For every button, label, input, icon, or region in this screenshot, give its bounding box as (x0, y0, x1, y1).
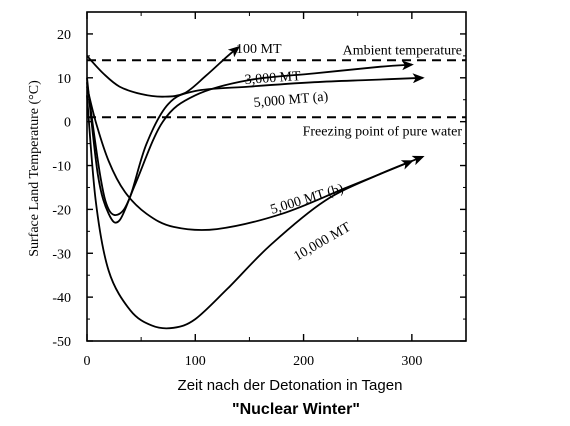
x-tick-label: 300 (401, 354, 422, 369)
x-tick-label: 100 (185, 354, 206, 369)
y-tick-label: 0 (64, 116, 71, 131)
y-tick-label: -40 (52, 291, 71, 306)
y-tick-label: -20 (52, 203, 71, 218)
ambient-temperature-label: Ambient temperature (343, 43, 462, 58)
series-10000mt-line (86, 95, 425, 330)
series-3000mt-label: 3,000 MT (244, 69, 301, 88)
series-100mt-line (86, 45, 241, 98)
y-tick-label: -50 (52, 335, 71, 350)
y-tick-label: 20 (57, 28, 71, 43)
y-tick-label: -30 (52, 247, 71, 262)
plot-frame (86, 11, 467, 342)
x-tick-label: 200 (293, 354, 314, 369)
x-tick-label: 0 (84, 354, 91, 369)
series-100mt-label: 100 MT (236, 42, 282, 57)
series-3000mt-line (86, 86, 414, 231)
x-axis-title: Zeit nach der Detonation in Tagen (177, 377, 403, 394)
series-5000mt-a-label: 5,000 MT (a) (253, 89, 329, 110)
series-5000mt-b-line (86, 73, 425, 217)
chart-subtitle: "Nuclear Winter" (232, 401, 360, 418)
y-tick-label: 10 (57, 72, 71, 87)
series-10000mt-label: 10,000 MT (292, 220, 354, 265)
series-5000mt-a-line (86, 60, 414, 224)
series-5000mt-b-label: 5,000 MT (b) (269, 181, 346, 218)
y-axis-title: Surface Land Temperature (°C) (27, 80, 42, 257)
y-tick-label: -10 (52, 160, 71, 175)
freezing-point-label: Freezing point of pure water (303, 124, 463, 139)
